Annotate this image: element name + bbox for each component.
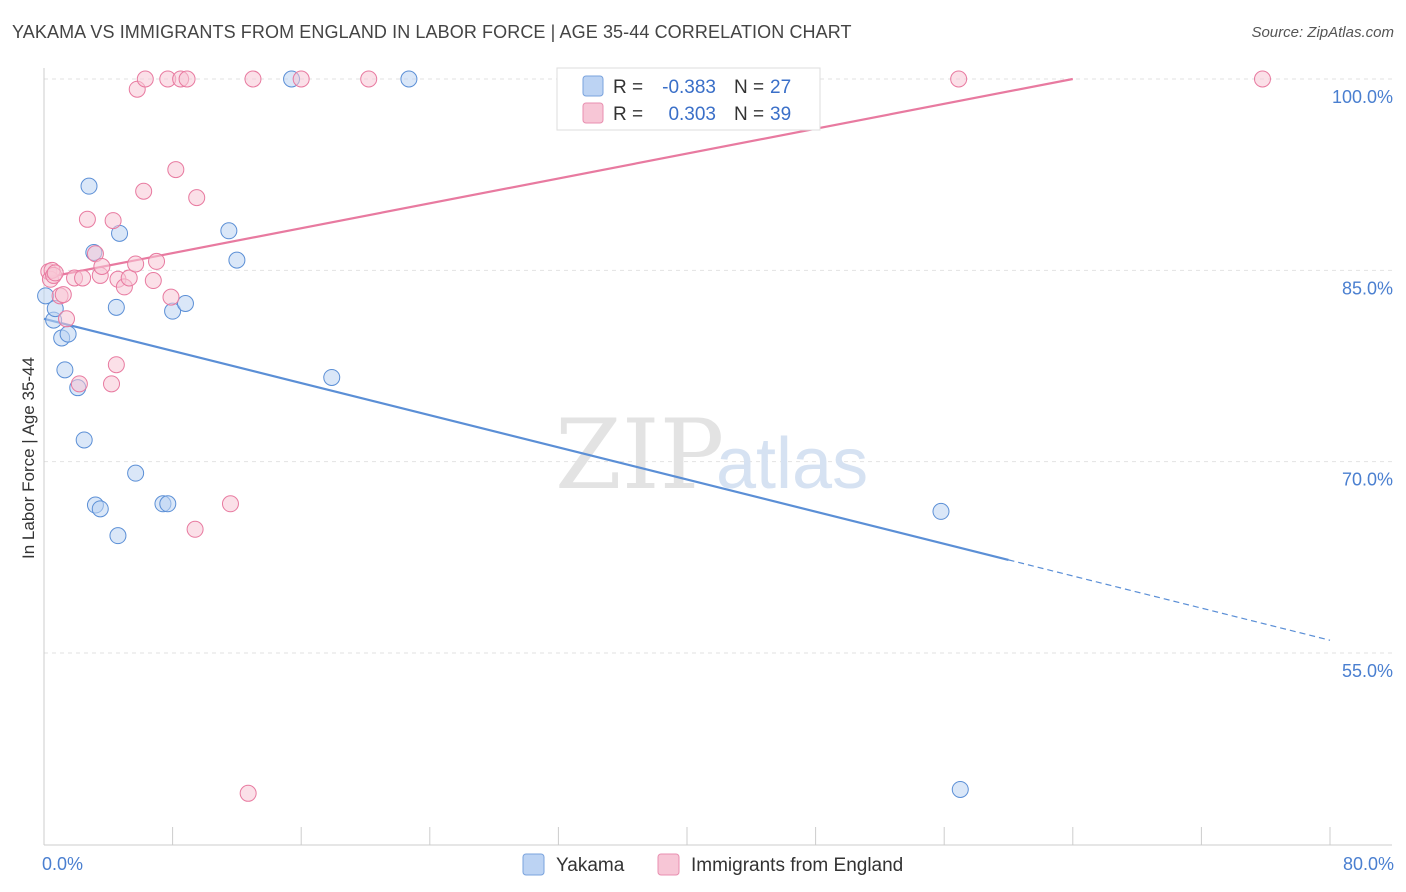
x-tick-labels: 0.0% 80.0% [42, 854, 1394, 874]
y-tick-label: 85.0% [1342, 278, 1393, 298]
point-yakama [400, 70, 418, 88]
axes [43, 68, 1392, 846]
point-england [46, 264, 64, 282]
point-england [950, 70, 968, 88]
point-yakama [932, 502, 950, 520]
point-yakama [127, 464, 145, 482]
point-yakama [109, 527, 127, 545]
stats-n-value-yakama: 27 [770, 77, 791, 98]
point-england [167, 161, 185, 179]
point-england [244, 70, 262, 88]
stats-swatch-england [582, 102, 604, 124]
point-england [188, 189, 206, 207]
point-england [178, 70, 196, 88]
stats-swatch-yakama [582, 75, 604, 97]
point-england [54, 286, 72, 304]
stats-n-label-yakama: N = [734, 77, 764, 98]
point-england [148, 252, 166, 270]
y-tick-label: 55.0% [1342, 661, 1393, 681]
watermark: ZIP atlas [555, 399, 868, 511]
legend-label-yakama: Yakama [556, 855, 625, 876]
point-england [292, 70, 310, 88]
y-tick-label: 70.0% [1342, 470, 1393, 490]
point-england [186, 520, 204, 538]
stats-r-label-england: R = [613, 104, 643, 125]
stats-r-value-england: 0.303 [668, 104, 716, 125]
data-points [37, 70, 1271, 802]
point-england [135, 182, 153, 200]
legend-swatch-yakama [522, 853, 545, 876]
trend-lines [43, 77, 1331, 641]
trend-line-england [43, 77, 1074, 280]
stats-r-label-yakama: R = [613, 77, 643, 98]
point-yakama [91, 500, 109, 518]
point-england [162, 288, 180, 306]
trend-line-yakama [43, 317, 1009, 561]
x-tick-label: 0.0% [42, 854, 83, 874]
trend-line-extension-yakama [1008, 559, 1331, 641]
point-england [70, 375, 88, 393]
point-england [239, 784, 257, 802]
y-tick-label: 100.0% [1332, 87, 1393, 107]
legend-label-england: Immigrants from England [691, 855, 903, 876]
point-england [104, 212, 122, 230]
point-yakama [107, 298, 125, 316]
point-yakama [59, 325, 77, 343]
point-yakama [75, 431, 93, 449]
point-yakama [228, 251, 246, 269]
stats-r-value-yakama: -0.383 [662, 77, 716, 98]
x-tick-label: 80.0% [1343, 854, 1394, 874]
point-england [74, 269, 92, 287]
point-england [93, 258, 111, 276]
point-yakama [80, 177, 98, 195]
point-england [136, 70, 154, 88]
point-england [127, 255, 145, 273]
point-england [144, 272, 162, 290]
y-tick-labels: 100.0% 85.0% 70.0% 55.0% [1332, 87, 1393, 681]
point-england [103, 375, 121, 393]
point-yakama [56, 361, 74, 379]
watermark-atlas: atlas [716, 424, 868, 504]
point-england [120, 269, 138, 287]
point-england [78, 210, 96, 228]
y-axis-label: In Labor Force | Age 35-44 [19, 357, 38, 559]
source-credit: Source: ZipAtlas.com [1251, 24, 1394, 41]
point-england [221, 495, 239, 513]
point-yakama [176, 294, 194, 312]
point-england [107, 356, 125, 374]
point-yakama [951, 780, 969, 798]
series-legend: Yakama Immigrants from England [522, 853, 903, 876]
point-yakama [159, 495, 177, 513]
legend-swatch-england [657, 853, 680, 876]
stats-n-label-england: N = [734, 104, 764, 125]
stats-n-value-england: 39 [770, 104, 791, 125]
chart-title: YAKAMA VS IMMIGRANTS FROM ENGLAND IN LAB… [12, 22, 852, 42]
watermark-zip: ZIP [555, 399, 724, 511]
point-england [1253, 70, 1271, 88]
point-england [360, 70, 378, 88]
point-yakama [220, 222, 238, 240]
stats-legend: R = -0.383 N = 27 R = 0.303 N = 39 [556, 67, 821, 131]
point-yakama [323, 368, 341, 386]
point-england [58, 310, 76, 328]
grid-lines [44, 78, 1392, 654]
